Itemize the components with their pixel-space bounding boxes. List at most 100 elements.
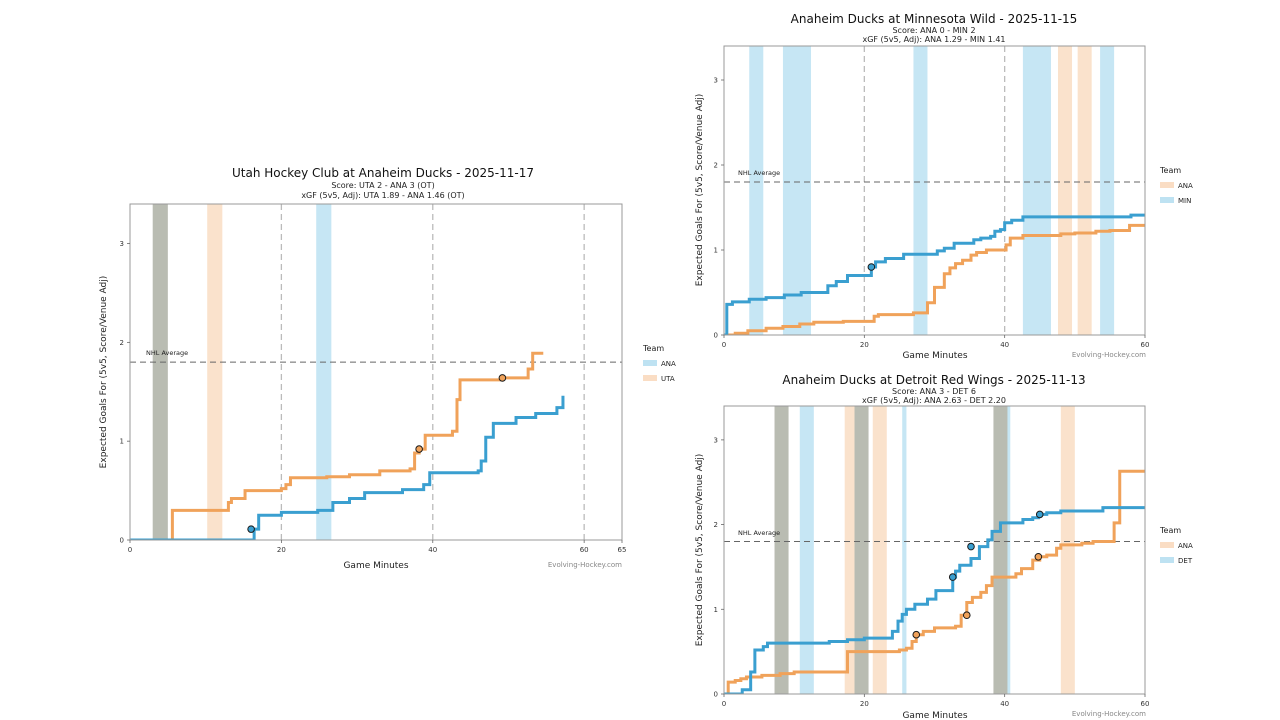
watermark-text: Evolving-Hockey.com bbox=[548, 561, 622, 569]
watermark-text: Evolving-Hockey.com bbox=[1072, 710, 1146, 718]
shaded-band-both bbox=[993, 406, 1008, 694]
plot-frame bbox=[723, 405, 1146, 695]
x-tick-label: 40 bbox=[1000, 341, 1009, 349]
shaded-band-opp bbox=[207, 204, 223, 540]
y-tick-label: 0 bbox=[120, 537, 124, 545]
shaded-band-opp bbox=[1060, 406, 1075, 694]
x-axis-label: Game Minutes bbox=[902, 711, 967, 720]
chart-svg-anaheim-at-detroit: Anaheim Ducks at Detroit Red Wings - 202… bbox=[695, 373, 1193, 720]
series-line-uta bbox=[130, 351, 544, 540]
plot-area bbox=[724, 406, 1145, 694]
y-tick-label: 2 bbox=[714, 162, 718, 170]
series-line-min bbox=[724, 213, 1145, 335]
x-tick-label: 20 bbox=[277, 546, 286, 554]
shaded-band-ana bbox=[1007, 406, 1011, 694]
goal-marker-opp bbox=[962, 611, 971, 620]
shaded-band-both bbox=[854, 406, 869, 694]
y-axis-label: Expected Goals For (5v5, Score/Venue Adj… bbox=[695, 94, 705, 287]
goal-marker-opp bbox=[912, 630, 921, 639]
nhl-average-label: NHL Average bbox=[146, 349, 188, 357]
chart-title: Anaheim Ducks at Detroit Red Wings - 202… bbox=[782, 373, 1085, 387]
legend-swatch-det bbox=[1160, 557, 1174, 563]
chart-subtitle-xgf: xGF (5v5, Adj): UTA 1.89 - ANA 1.46 (OT) bbox=[301, 191, 464, 200]
legend-label-min: MIN bbox=[1178, 197, 1191, 205]
shaded-band-ana bbox=[1100, 46, 1115, 335]
x-tick-label: 60 bbox=[580, 546, 589, 554]
series-line-det bbox=[724, 506, 1145, 694]
plot-frame bbox=[723, 45, 1146, 336]
legend-label-det: DET bbox=[1178, 557, 1193, 565]
x-tick-label: 20 bbox=[860, 341, 869, 349]
shaded-band-ana bbox=[913, 46, 928, 335]
y-tick-label: 2 bbox=[120, 339, 124, 347]
chart-svg-utah-at-anaheim: Utah Hockey Club at Anaheim Ducks - 2025… bbox=[99, 166, 676, 571]
x-axis-label: Game Minutes bbox=[902, 351, 967, 361]
shaded-band-opp bbox=[872, 406, 887, 694]
legend-title: Team bbox=[1159, 526, 1181, 535]
x-tick-label: 40 bbox=[428, 546, 437, 554]
shaded-band-opp bbox=[844, 406, 855, 694]
x-tick-label: 60 bbox=[1141, 700, 1150, 708]
series-line-ana bbox=[724, 223, 1145, 335]
goal-marker-ana bbox=[967, 542, 975, 551]
shaded-band-ana bbox=[316, 204, 332, 540]
nhl-average-label: NHL Average bbox=[738, 529, 780, 537]
goal-marker-opp bbox=[415, 445, 423, 453]
x-tick-label: 60 bbox=[1141, 341, 1150, 349]
nhl-average-label: NHL Average bbox=[738, 169, 780, 177]
legend-label-ana: ANA bbox=[1178, 182, 1193, 190]
chart-title: Anaheim Ducks at Minnesota Wild - 2025-1… bbox=[791, 12, 1078, 26]
plot-area bbox=[724, 46, 1145, 335]
y-tick-label: 3 bbox=[120, 240, 124, 248]
chart-subtitle-xgf: xGF (5v5, Adj): ANA 2.63 - DET 2.20 bbox=[862, 396, 1006, 405]
legend-swatch-uta bbox=[643, 375, 657, 381]
watermark-text: Evolving-Hockey.com bbox=[1072, 351, 1146, 359]
chart-anaheim-at-detroit: Anaheim Ducks at Detroit Red Wings - 202… bbox=[680, 364, 1280, 720]
shaded-band-opp bbox=[1077, 46, 1092, 335]
shaded-band-both bbox=[152, 204, 168, 540]
x-tick-label: 0 bbox=[128, 546, 132, 554]
shaded-band-ana bbox=[902, 406, 907, 694]
y-axis-label: Expected Goals For (5v5, Score/Venue Adj… bbox=[695, 454, 705, 647]
goal-marker-ana bbox=[1035, 510, 1044, 519]
x-tick-label: 65 bbox=[618, 546, 627, 554]
shaded-band-both bbox=[774, 406, 789, 694]
x-tick-label: 0 bbox=[722, 341, 726, 349]
chart-utah-at-anaheim: Utah Hockey Club at Anaheim Ducks - 2025… bbox=[0, 0, 676, 600]
x-tick-label: 20 bbox=[860, 700, 869, 708]
shaded-band-ana bbox=[799, 406, 814, 694]
goal-marker-opp bbox=[1034, 552, 1043, 561]
y-tick-label: 3 bbox=[714, 436, 718, 444]
plot-frame bbox=[129, 203, 623, 541]
goal-marker-ana bbox=[948, 573, 957, 581]
y-tick-label: 0 bbox=[714, 332, 718, 340]
y-tick-label: 1 bbox=[714, 247, 718, 255]
chart-subtitle-score: Score: ANA 0 - MIN 2 bbox=[892, 26, 975, 35]
chart-subtitle-xgf: xGF (5v5, Adj): ANA 1.29 - MIN 1.41 bbox=[862, 35, 1005, 44]
goal-marker-opp bbox=[498, 374, 507, 382]
shaded-band-opp bbox=[1057, 46, 1073, 335]
x-tick-label: 40 bbox=[1000, 700, 1009, 708]
legend-label-ana: ANA bbox=[661, 360, 676, 368]
shaded-band-ana bbox=[782, 46, 812, 335]
x-axis-label: Game Minutes bbox=[343, 561, 408, 571]
legend-title: Team bbox=[1159, 166, 1181, 175]
plot-area bbox=[130, 204, 622, 540]
legend-swatch-ana bbox=[643, 360, 657, 366]
shaded-band-ana bbox=[749, 46, 764, 335]
series-line-ana bbox=[130, 395, 565, 540]
goal-marker-ana bbox=[247, 525, 255, 533]
legend-label-ana: ANA bbox=[1178, 542, 1193, 550]
x-tick-label: 0 bbox=[722, 700, 726, 708]
y-axis-label: Expected Goals For (5v5, Score/Venue Adj… bbox=[99, 276, 109, 469]
legend-swatch-ana bbox=[1160, 182, 1174, 188]
y-tick-label: 1 bbox=[120, 438, 124, 446]
y-tick-label: 2 bbox=[714, 521, 718, 529]
shaded-band-ana bbox=[1022, 46, 1051, 335]
legend-title: Team bbox=[642, 344, 664, 353]
y-tick-label: 0 bbox=[714, 691, 718, 699]
legend-swatch-min bbox=[1160, 197, 1174, 203]
y-tick-label: 1 bbox=[714, 606, 718, 614]
chart-subtitle-score: Score: ANA 3 - DET 6 bbox=[892, 387, 976, 396]
chart-subtitle-score: Score: UTA 2 - ANA 3 (OT) bbox=[331, 181, 434, 190]
